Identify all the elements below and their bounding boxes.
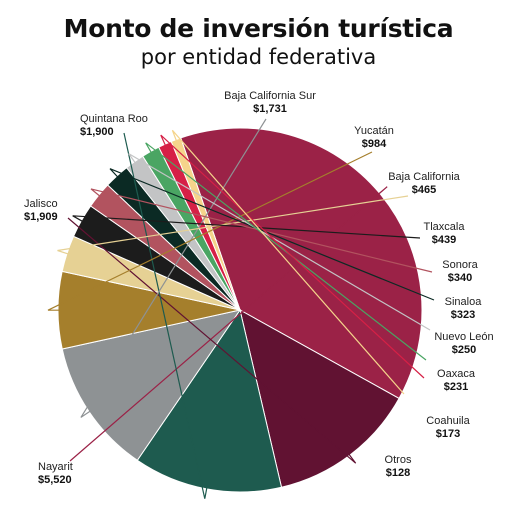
leader-line-10 (145, 142, 427, 361)
chart-header: Monto de inversión turística por entidad… (0, 14, 517, 70)
slice-label: Yucatán (354, 125, 394, 137)
leader-line-3 (80, 118, 267, 418)
chart-subtitle: por entidad federativa (140, 45, 377, 69)
slice-value-label: $1,909 (24, 211, 58, 223)
slice-label: Baja California Sur (224, 90, 316, 102)
chart-title: Monto de inversión turística (63, 14, 454, 43)
leader-line-7 (90, 188, 433, 273)
slice-label: Oaxaca (437, 368, 476, 380)
leader-line-12 (171, 129, 405, 395)
slice-label: Sinaloa (445, 296, 483, 308)
slice-value-label: $1,900 (80, 126, 114, 138)
slice-value-label: $323 (451, 309, 475, 321)
slice-label: Tlaxcala (424, 221, 466, 233)
slice-value-label: $340 (448, 272, 472, 284)
slice-value-label: $173 (436, 428, 460, 440)
leader-line-9 (128, 153, 431, 331)
leader-line-11 (160, 134, 425, 379)
slice-value-label: $231 (444, 381, 468, 393)
slice-value-label: $984 (362, 138, 387, 150)
leader-line-1 (67, 217, 357, 464)
slice-label: Jalisco (24, 198, 58, 210)
leader-line-2 (123, 132, 208, 499)
leader-line-6 (72, 215, 421, 239)
leader-line-5 (57, 195, 409, 255)
slice-label: Coahuila (426, 415, 470, 427)
slice-label: Baja California (388, 171, 460, 183)
slice-label: Nayarit (38, 461, 73, 473)
slice-label: Otros (385, 454, 412, 466)
slice-value-label: $5,520 (38, 474, 72, 486)
slice-label: Quintana Roo (80, 113, 148, 125)
slice-value-label: $465 (412, 184, 436, 196)
slice-value-label: $1,731 (253, 103, 287, 115)
leader-line-4 (47, 151, 373, 311)
leader-line-8 (109, 168, 435, 301)
slice-value-label: $439 (432, 234, 456, 246)
slice-label: Sonora (442, 259, 478, 271)
slice-value-label: $128 (386, 467, 410, 479)
slice-value-label: $250 (452, 344, 476, 356)
slice-label: Nuevo León (434, 331, 493, 343)
